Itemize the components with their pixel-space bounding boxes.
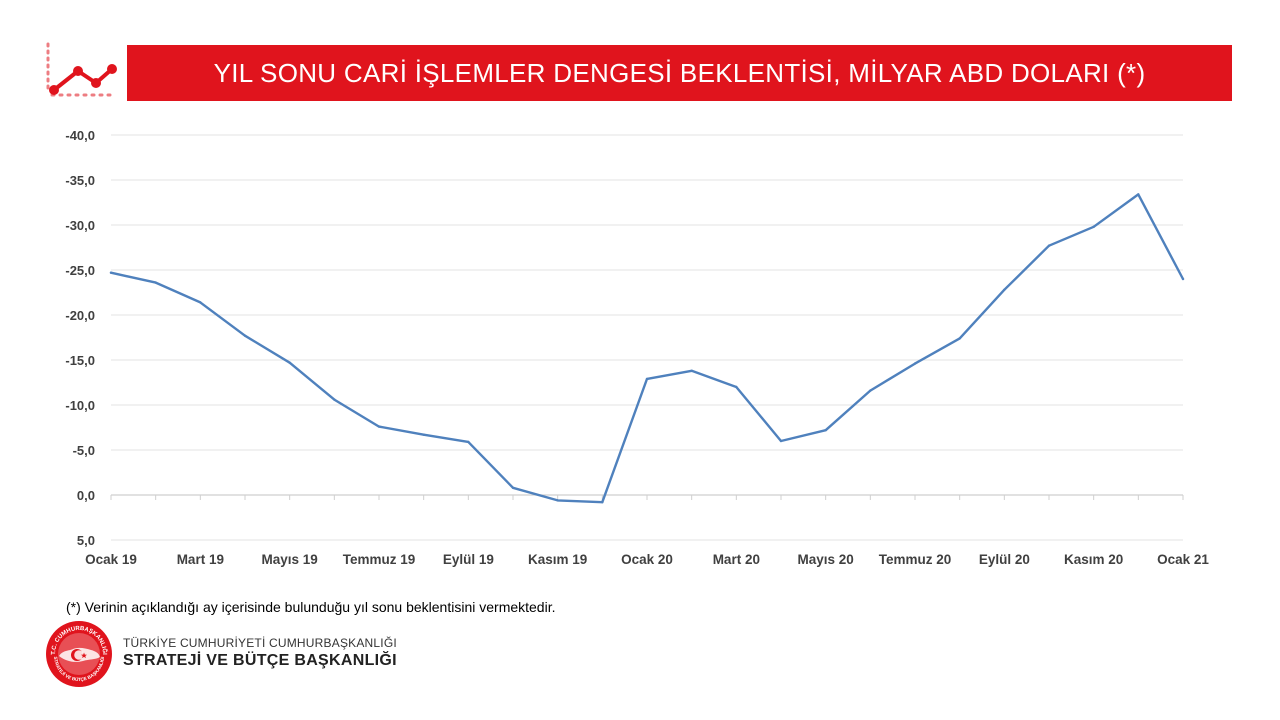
data-point [824,429,827,432]
y-tick-label: -10,0 [65,398,95,413]
data-point [690,369,693,372]
data-point [333,398,336,401]
data-point [1092,225,1095,228]
org-name-line2: STRATEJİ VE BÜTÇE BAŞKANLIĞI [123,652,397,669]
data-point [556,499,559,502]
line-chart: -40,0 -35,0 -30,0 -25,0 -20,0 -15,0 -10,0 -5,0 0… [0,118,1280,580]
series-line [109,193,1185,504]
data-point [735,385,738,389]
y-tick-label: -35,0 [65,173,95,188]
data-point [601,501,604,504]
data-point [1003,288,1006,291]
data-point [779,439,783,443]
y-tick-label: -30,0 [65,218,95,233]
x-tick-label: Mayıs 19 [262,552,318,567]
chart-canvas: -40,0 -35,0 -30,0 -25,0 -20,0 -15,0 -10,0 -5,0 0… [65,128,1209,567]
chart-title: YIL SONU CARİ İŞLEMLER DENGESİ BEKLENTİS… [213,57,1146,88]
data-point [511,486,515,489]
y-tick-label: 5,0 [77,533,95,548]
y-tick-label: 0,0 [77,488,95,503]
data-point [467,440,470,444]
y-tick-label: -20,0 [65,308,95,323]
data-point [109,271,113,274]
organization-name: TÜRKİYE CUMHURİYETİ CUMHURBAŞKANLIĞI STR… [123,636,397,670]
data-point [913,362,917,365]
data-point [869,389,872,392]
title-bar: YIL SONU CARİ İŞLEMLER DENGESİ BEKLENTİS… [127,45,1232,101]
trend-line-chart-icon [42,40,122,102]
data-point [377,425,381,428]
gridlines [111,134,1183,541]
x-tick-label: Eylül 19 [443,552,494,567]
data-point [422,433,425,436]
y-tick-label: -15,0 [65,353,95,368]
org-name-line1: TÜRKİYE CUMHURİYETİ CUMHURBAŞKANLIĞI [123,636,397,650]
data-point [154,281,157,284]
x-tick-label: Kasım 20 [1064,552,1123,567]
footnote: (*) Verinin açıklandığı ay içerisinde bu… [66,599,556,615]
data-point [1137,193,1140,196]
data-point [645,377,649,381]
data-point [1181,277,1185,281]
x-tick-label: Ocak 20 [621,552,673,567]
y-tick-label: -40,0 [65,128,95,143]
x-tick-label: Mart 19 [177,552,224,567]
data-point [288,361,291,364]
data-point [199,301,202,304]
x-tick-label: Eylül 20 [979,552,1030,567]
y-axis-tick-labels: -40,0 -35,0 -30,0 -25,0 -20,0 -15,0 -10,0 -5,0 0… [65,128,95,548]
x-tick-label: Mayıs 20 [798,552,854,567]
data-point [243,334,247,337]
x-tick-label: Mart 20 [713,552,760,567]
series-layer [109,193,1185,504]
x-tick-label: Kasım 19 [528,552,587,567]
presidency-seal-icon: T.C. CUMHURBAŞKANLIĞI STRATEJİ VE BÜTÇE … [45,620,113,688]
data-point [1047,244,1051,247]
x-tick-label: Ocak 19 [85,552,137,567]
data-point [958,337,961,340]
x-axis-tick-labels: Ocak 19 Mart 19 Mayıs 19 Temmuz 19 Eylül 19 K… [85,552,1209,567]
x-axis [110,494,1184,500]
y-tick-label: -5,0 [73,443,95,458]
x-tick-label: Ocak 21 [1157,552,1209,567]
y-tick-label: -25,0 [65,263,95,278]
x-tick-label: Temmuz 19 [343,552,416,567]
x-tick-label: Temmuz 20 [879,552,952,567]
